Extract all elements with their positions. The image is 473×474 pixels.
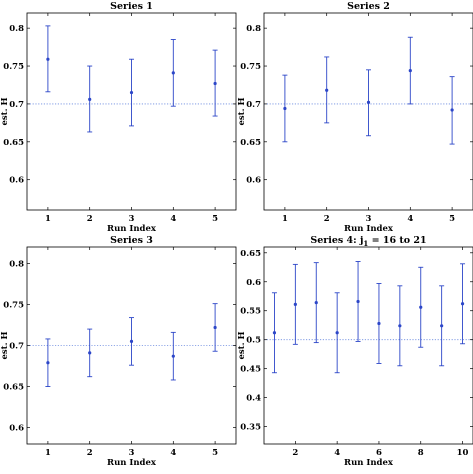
- x-tick-label: 1: [45, 214, 51, 224]
- y-tick-label: 0.7: [246, 100, 261, 110]
- y-tick-label: 0.6: [9, 424, 24, 434]
- data-point: [171, 354, 175, 358]
- x-tick-label: 4: [170, 448, 176, 458]
- y-axis-label: est. H: [237, 97, 247, 125]
- chart-title: Series 1: [110, 1, 153, 12]
- data-point: [440, 324, 444, 328]
- data-point: [283, 106, 287, 111]
- y-tick-label: 0.5: [246, 336, 261, 346]
- y-tick-label: 0.75: [240, 62, 261, 72]
- data-point: [46, 57, 50, 61]
- x-tick-label: 3: [129, 214, 135, 224]
- chart-title-rest: = 16 to 21: [368, 235, 426, 246]
- y-tick-label: 0.8: [9, 24, 24, 34]
- y-tick-label: 0.8: [246, 24, 261, 34]
- y-tick-label: 0.35: [240, 423, 261, 433]
- data-point: [46, 361, 50, 365]
- data-point: [314, 301, 318, 305]
- y-tick-label: 0.6: [9, 176, 24, 186]
- y-axis-label: est. H: [0, 331, 10, 359]
- x-tick-label: 4: [407, 214, 413, 224]
- data-point: [377, 321, 381, 326]
- data-point: [356, 299, 360, 304]
- data-point: [88, 97, 92, 101]
- y-axis-label: est. H: [237, 331, 247, 359]
- data-point: [419, 305, 423, 309]
- x-tick-label: 1: [45, 448, 51, 458]
- data-point: [460, 302, 465, 306]
- chart-title: Series 2: [347, 1, 390, 12]
- y-tick-label: 0.65: [240, 249, 261, 259]
- data-point: [325, 88, 329, 92]
- y-tick-label: 0.65: [3, 383, 24, 393]
- x-axis-label: Run Index: [107, 224, 157, 234]
- y-axis-label: est. H: [0, 97, 10, 125]
- x-tick-label: 2: [87, 214, 93, 224]
- x-tick-label: 1: [282, 214, 288, 224]
- y-tick-label: 0.75: [3, 300, 24, 310]
- axes-frame: [263, 246, 473, 445]
- y-tick-label: 0.7: [9, 342, 24, 352]
- y-tick-label: 0.8: [9, 259, 24, 269]
- chart-title-main: Series 1: [110, 1, 153, 12]
- x-tick-label: 6: [376, 448, 382, 458]
- y-tick-label: 0.65: [3, 138, 24, 148]
- data-point: [171, 71, 175, 75]
- subplot-series-4: 2 4 6 8 10 0.35 0.4 0.45 0.5 0.55 0.6 0.65 Series 4:…: [237, 235, 473, 468]
- subplot-series-1: 1 2 3 4 5 0.6 0.65 0.7 0.75 0.8 Series 1 Run Index e…: [0, 1, 237, 234]
- data-point: [293, 302, 297, 306]
- data-point: [213, 81, 217, 86]
- x-tick-label: 5: [212, 214, 218, 224]
- chart-title: Series 3: [110, 235, 153, 246]
- x-tick-label: 4: [170, 214, 176, 224]
- y-tick-label: 0.6: [246, 176, 261, 186]
- x-tick-label: 5: [449, 214, 455, 224]
- y-tick-label: 0.6: [246, 278, 261, 288]
- x-tick-label: 5: [212, 448, 218, 458]
- data-point: [129, 90, 134, 95]
- chart-title-main: Series 4: j: [310, 235, 363, 246]
- data-point: [213, 325, 217, 330]
- x-tick-label: 8: [418, 448, 424, 458]
- chart-title-subscript: 1: [363, 239, 368, 248]
- y-tick-label: 0.55: [240, 307, 261, 317]
- y-tick-label: 0.7: [9, 100, 24, 110]
- chart-title-main: Series 2: [347, 1, 390, 12]
- data-point: [450, 108, 454, 112]
- x-axis-label: Run Index: [344, 224, 394, 234]
- x-tick-label: 10: [457, 448, 469, 458]
- y-tick-label: 0.65: [240, 138, 261, 148]
- subplot-series-2: 1 2 3 4 5 0.6 0.65 0.7 0.75 0.8 Series 2 Run Index e…: [237, 1, 473, 234]
- x-tick-label: 4: [334, 448, 340, 458]
- data-point: [408, 68, 412, 73]
- x-axis-label: Run Index: [344, 458, 394, 468]
- x-tick-label: 3: [129, 448, 135, 458]
- x-axis-label: Run Index: [107, 458, 157, 468]
- subplot-series-3: 1 2 3 4 5 0.6 0.65 0.7 0.75 0.8 Series 3 Run Index e…: [0, 235, 237, 468]
- x-tick-label: 3: [366, 214, 372, 224]
- data-point: [88, 351, 92, 355]
- y-tick-label: 0.75: [3, 62, 24, 72]
- chart-title-main: Series 3: [110, 235, 153, 246]
- data-point: [366, 100, 371, 105]
- data-point: [272, 331, 277, 335]
- x-tick-label: 2: [87, 448, 93, 458]
- y-tick-label: 0.45: [240, 365, 261, 375]
- data-point: [335, 331, 339, 335]
- x-tick-label: 2: [324, 214, 330, 224]
- data-point: [398, 324, 402, 328]
- x-tick-label: 2: [292, 448, 298, 458]
- data-point: [129, 339, 134, 343]
- chart-title: Series 4: j1 = 16 to 21: [310, 235, 426, 248]
- y-tick-label: 0.4: [246, 394, 261, 404]
